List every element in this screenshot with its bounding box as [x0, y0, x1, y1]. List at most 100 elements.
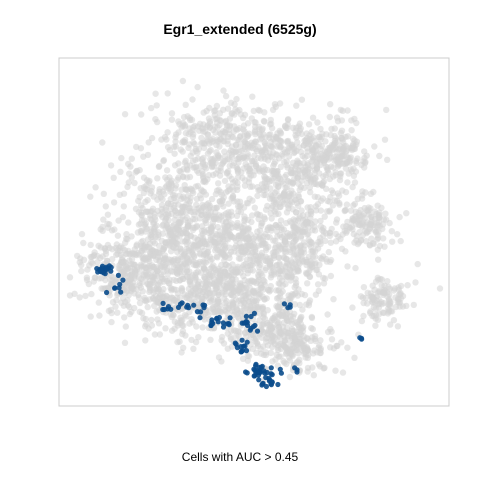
cell-point: [317, 223, 325, 230]
cell-point: [213, 119, 221, 126]
cell-point: [164, 200, 172, 207]
cell-point: [234, 183, 241, 190]
cell-point: [360, 312, 367, 320]
cell-point: [369, 312, 376, 320]
cell-point: [282, 262, 289, 270]
cell-point: [174, 322, 181, 329]
cell-point: [186, 173, 194, 181]
cell-point: [306, 297, 314, 304]
cell-point: [283, 124, 291, 132]
cell-point: [209, 232, 216, 239]
cell-point: [139, 288, 146, 295]
highlighted-cell-point: [104, 289, 110, 296]
cell-point: [120, 271, 127, 278]
cell-point: [286, 373, 294, 381]
cell-point: [214, 278, 221, 285]
highlighted-cell-point: [277, 366, 283, 372]
cell-point: [379, 289, 386, 296]
cell-point: [235, 159, 242, 166]
cell-point: [259, 241, 266, 248]
cell-point: [114, 309, 121, 316]
cell-point: [276, 142, 283, 149]
cell-point: [372, 322, 379, 329]
cell-point: [256, 264, 263, 271]
cell-point: [337, 129, 345, 137]
highlighted-cell-point: [252, 322, 258, 329]
cell-point: [351, 354, 358, 361]
cell-point: [170, 286, 178, 293]
cell-point: [78, 261, 85, 269]
highlighted-cell-point: [232, 340, 238, 346]
cell-point: [188, 336, 195, 344]
cell-point: [92, 184, 99, 191]
cell-point: [232, 178, 239, 185]
cell-point: [121, 339, 129, 346]
cell-point: [348, 127, 355, 134]
highlighted-cell-point: [244, 370, 250, 376]
cell-point: [66, 292, 74, 299]
cell-point: [386, 285, 393, 292]
cell-point: [389, 238, 396, 245]
cell-point: [246, 170, 253, 177]
cell-point: [335, 192, 343, 199]
cell-point: [221, 177, 229, 185]
cell-point: [148, 134, 156, 142]
cell-point: [268, 204, 275, 212]
cell-point: [349, 304, 356, 311]
cell-point: [317, 217, 324, 225]
cell-point: [154, 175, 161, 182]
cell-point: [376, 209, 383, 216]
cell-point: [125, 292, 132, 299]
cell-point: [209, 135, 216, 142]
cell-point: [228, 343, 236, 350]
cell-point: [284, 177, 291, 185]
cell-point: [436, 285, 444, 292]
cell-point: [190, 124, 197, 131]
cell-point: [284, 148, 292, 155]
cell-point: [333, 219, 340, 226]
cell-point: [220, 106, 227, 114]
cell-point: [262, 266, 269, 274]
cell-point: [317, 180, 324, 188]
cell-point: [275, 346, 282, 354]
highlighted-cell-point: [261, 368, 267, 374]
cell-point: [123, 231, 130, 238]
highlighted-cell-point: [268, 371, 274, 377]
cell-point: [304, 175, 312, 182]
cell-point: [249, 93, 256, 100]
cell-point: [195, 334, 202, 341]
cell-point: [168, 110, 176, 117]
highlighted-cell-point: [239, 320, 245, 326]
cell-point: [120, 203, 128, 210]
cell-point: [155, 281, 162, 288]
cell-point: [305, 140, 312, 148]
cell-point: [364, 289, 371, 296]
highlighted-cell-point: [160, 306, 166, 313]
cell-point: [177, 209, 184, 217]
cell-point: [308, 129, 315, 136]
cell-point: [299, 173, 307, 181]
cell-point: [76, 294, 83, 301]
highlighted-cell-point: [160, 300, 166, 306]
cell-point: [277, 194, 284, 201]
cell-point: [221, 153, 229, 160]
cell-point: [137, 185, 144, 192]
cell-point: [206, 140, 213, 147]
cell-point: [236, 198, 244, 205]
cell-point: [192, 216, 199, 223]
highlighted-cell-point: [116, 285, 122, 291]
cell-point: [267, 116, 274, 124]
cell-point: [387, 321, 394, 328]
cell-point: [186, 278, 193, 285]
cell-point: [196, 250, 204, 257]
cell-point: [299, 167, 307, 174]
cell-point: [327, 344, 334, 351]
cell-point: [306, 273, 313, 280]
cell-point: [255, 294, 263, 301]
cell-point: [104, 224, 112, 231]
cell-point: [314, 281, 322, 288]
cell-point: [255, 235, 263, 242]
cell-point: [195, 278, 203, 285]
cell-point: [100, 285, 107, 292]
